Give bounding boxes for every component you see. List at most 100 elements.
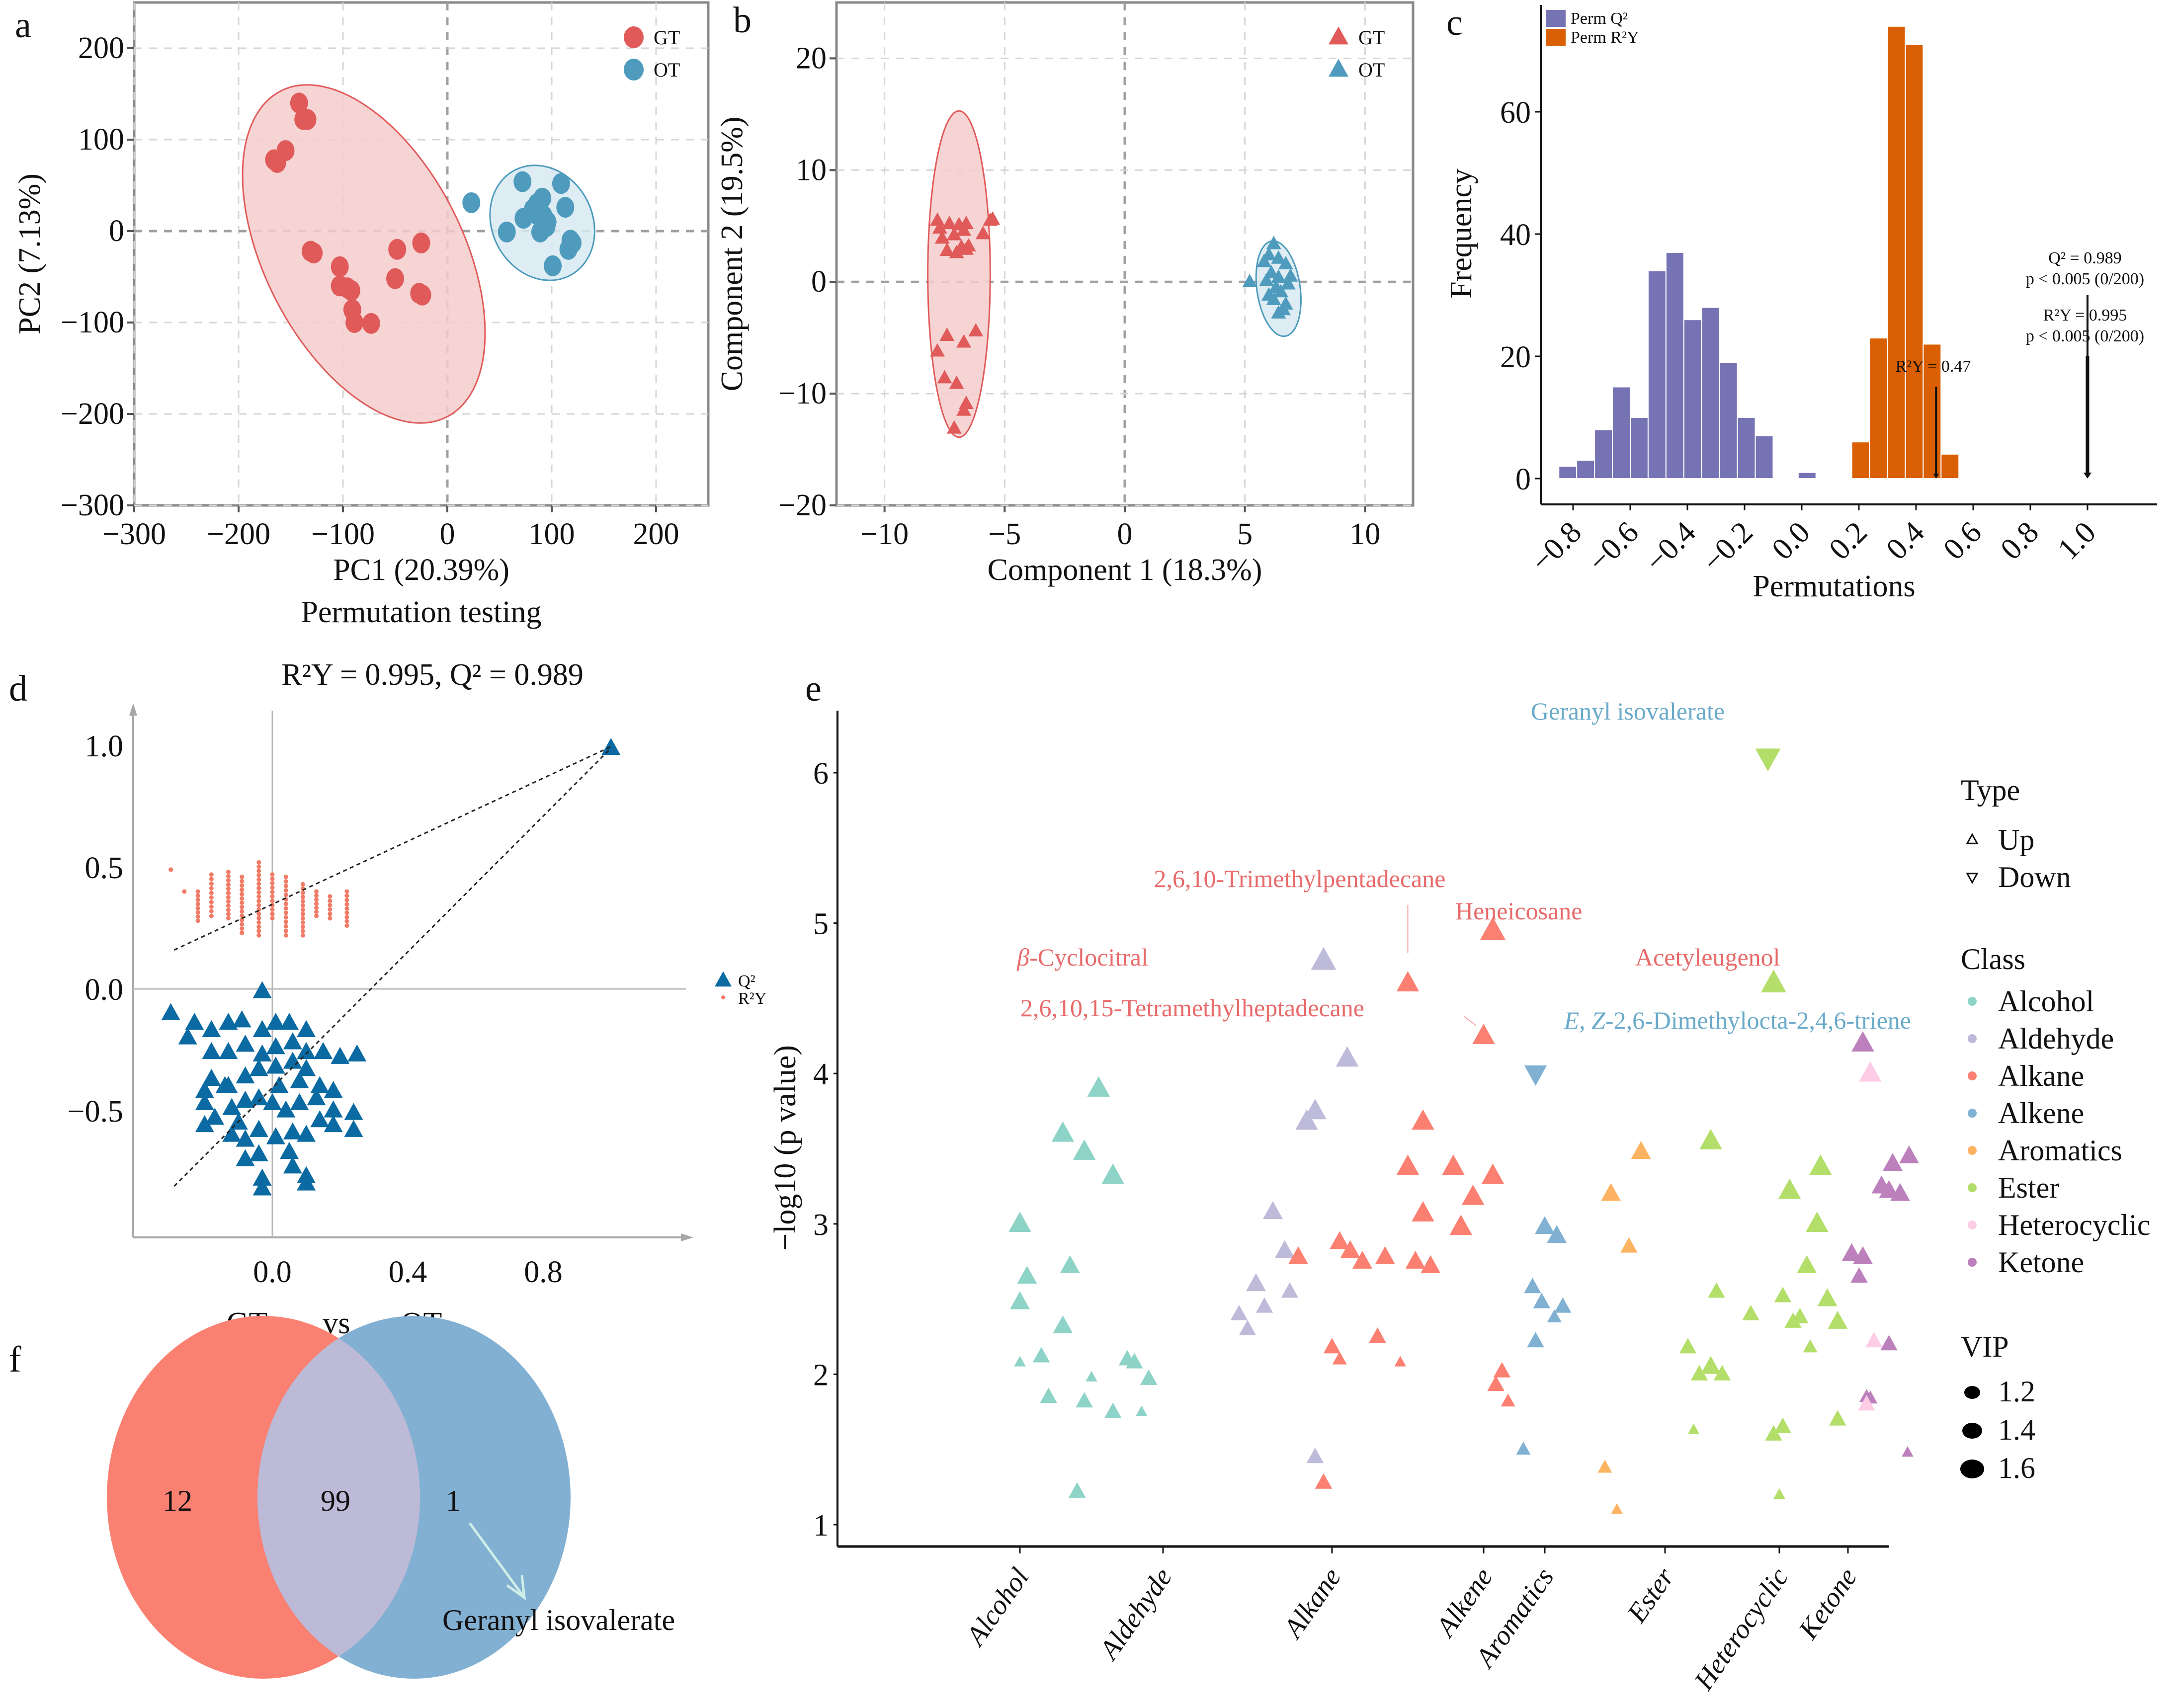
data-point-alkane: [1442, 1154, 1465, 1175]
panel-c-permutation-histogram: 0 20 40 60 −0.8−0.6−0.4−0.2 0.0 0.2 0.4 0.6 0.8 1.…: [1444, 5, 2157, 603]
data-point-alkane: [1340, 1240, 1360, 1258]
q2-point: [222, 1098, 242, 1115]
label-beta-cyclocitral: β-Cyclocitral: [1016, 943, 1148, 971]
data-point-alkene: [1527, 1332, 1544, 1348]
r2y-point: [209, 886, 214, 891]
data-point-alkane: [1396, 971, 1420, 992]
x-tick-label: −10: [860, 517, 909, 551]
legend-class-dot-heterocyclic: [1968, 1220, 1977, 1229]
data-point-gt: [290, 92, 308, 114]
data-point-ester: [1765, 1425, 1782, 1441]
data-point-gt: [331, 256, 349, 277]
r2y-point: [226, 903, 231, 908]
q2-point: [280, 1141, 299, 1159]
y-tick-label: 3: [813, 1208, 829, 1242]
data-point-ketone: [1880, 1335, 1898, 1351]
r2y-point: [270, 894, 275, 899]
data-point-aldehyde: [1336, 1046, 1359, 1067]
r2y-point: [300, 907, 305, 912]
category-label-heterocyclic: Heterocyclic: [1688, 1562, 1794, 1696]
panel-f-venn-diagram: GTvsOT12991Geranyl isovalerate: [107, 1306, 675, 1679]
x-tick-label: 0.8: [524, 1255, 563, 1289]
data-point-alcohol: [1040, 1387, 1057, 1403]
r2y-point: [256, 920, 261, 925]
data-point-gt: [930, 212, 945, 226]
x-tick-label: 5: [1237, 517, 1253, 551]
regression-line-r2y: [173, 746, 611, 951]
legend-swatch: [1546, 29, 1566, 46]
legend-down-icon: [1966, 873, 1979, 884]
r2y-point: [344, 906, 349, 911]
data-point-alcohol: [1101, 1163, 1124, 1184]
y-tick-label: 100: [78, 123, 124, 157]
q2-point: [185, 1013, 204, 1030]
data-point-alcohol: [1068, 1482, 1086, 1498]
panel-d-permutation-scatter: R²Y = 0.995, Q² = 0.989 1.0 0.5 0.0 −0.5 0.0 0…: [68, 658, 767, 1289]
data-point-gt: [932, 220, 947, 234]
data-point-alkene: [1533, 1293, 1551, 1308]
r2y-point: [240, 917, 245, 922]
data-point-alcohol: [1032, 1347, 1050, 1363]
x-tick-label: 0.0: [1765, 515, 1817, 567]
q2-point: [266, 1127, 285, 1144]
data-point-ot: [544, 255, 562, 276]
data-point-alkane: [1405, 1250, 1425, 1269]
x-tick-label: −300: [102, 517, 166, 551]
q2-point: [236, 1149, 255, 1166]
q2-point: [249, 1120, 268, 1137]
r2y-point: [195, 906, 200, 911]
r2y-point: [256, 868, 261, 873]
label-dimethylocta-triene: E, Z-2,6-Dimethylocta-2,4,6-triene: [1564, 1006, 1911, 1034]
r2y-point: [209, 895, 214, 900]
y-tick-label: −300: [61, 488, 124, 522]
y-tick-label: 4: [813, 1057, 829, 1091]
r2y-point: [328, 916, 333, 921]
data-point-alkane: [1472, 1023, 1495, 1044]
r2y-point: [226, 870, 231, 875]
q2-point: [252, 1020, 272, 1037]
q2-point: [331, 1047, 350, 1064]
category-label-aldehyde: Aldehyde: [1092, 1562, 1178, 1667]
r2y-point: [240, 879, 245, 884]
annotation-r2y-0995: R²Y = 0.995: [2043, 306, 2127, 325]
y-tick-label: 2: [813, 1358, 829, 1392]
r2y-point: [256, 898, 261, 903]
q2-point: [219, 1013, 238, 1030]
q2-point: [344, 1120, 363, 1137]
q2-point: [266, 1057, 285, 1074]
r2y-point: [256, 929, 261, 934]
data-point-alkane: [1461, 1184, 1485, 1205]
r2y-point: [314, 893, 319, 898]
q2-point: [269, 1076, 289, 1093]
legend-label: Perm Q²: [1571, 9, 1628, 28]
data-point-alkane: [1493, 1362, 1511, 1378]
legend-marker-gt: [624, 26, 644, 48]
q2-point: [202, 1020, 221, 1037]
data-point-gt: [362, 313, 380, 334]
r2y-point: [256, 916, 261, 921]
legend-class-dot-alcohol: [1968, 997, 1977, 1006]
r2y-point: [195, 901, 200, 906]
venn-annotation-label: Geranyl isovalerate: [442, 1604, 675, 1636]
r2y-point: [240, 892, 245, 896]
legend-class-heterocyclic: Heterocyclic: [1998, 1209, 2150, 1241]
r2y-point: [344, 902, 349, 907]
y-tick-label: −0.5: [68, 1095, 123, 1129]
caption-permutation-testing: Permutation testing: [301, 595, 542, 629]
q2-point: [297, 1125, 316, 1142]
r2y-point: [256, 890, 261, 895]
data-point-ester: [1809, 1154, 1832, 1175]
histogram-bar: [1576, 460, 1595, 479]
r2y-point: [226, 874, 231, 879]
histogram-bar: [1630, 417, 1649, 479]
confidence-ellipse-gt: [242, 84, 486, 424]
x-axis-title: PC1 (20.39%): [333, 553, 509, 587]
data-point-aromatics: [1631, 1140, 1651, 1159]
data-point-ot: [556, 197, 575, 218]
data-point-ester: [1679, 1338, 1697, 1354]
data-point-alcohol: [1126, 1353, 1143, 1369]
data-point-aldehyde: [1255, 1297, 1273, 1313]
histogram-bar: [1887, 25, 1906, 480]
data-point-gt: [342, 280, 360, 301]
